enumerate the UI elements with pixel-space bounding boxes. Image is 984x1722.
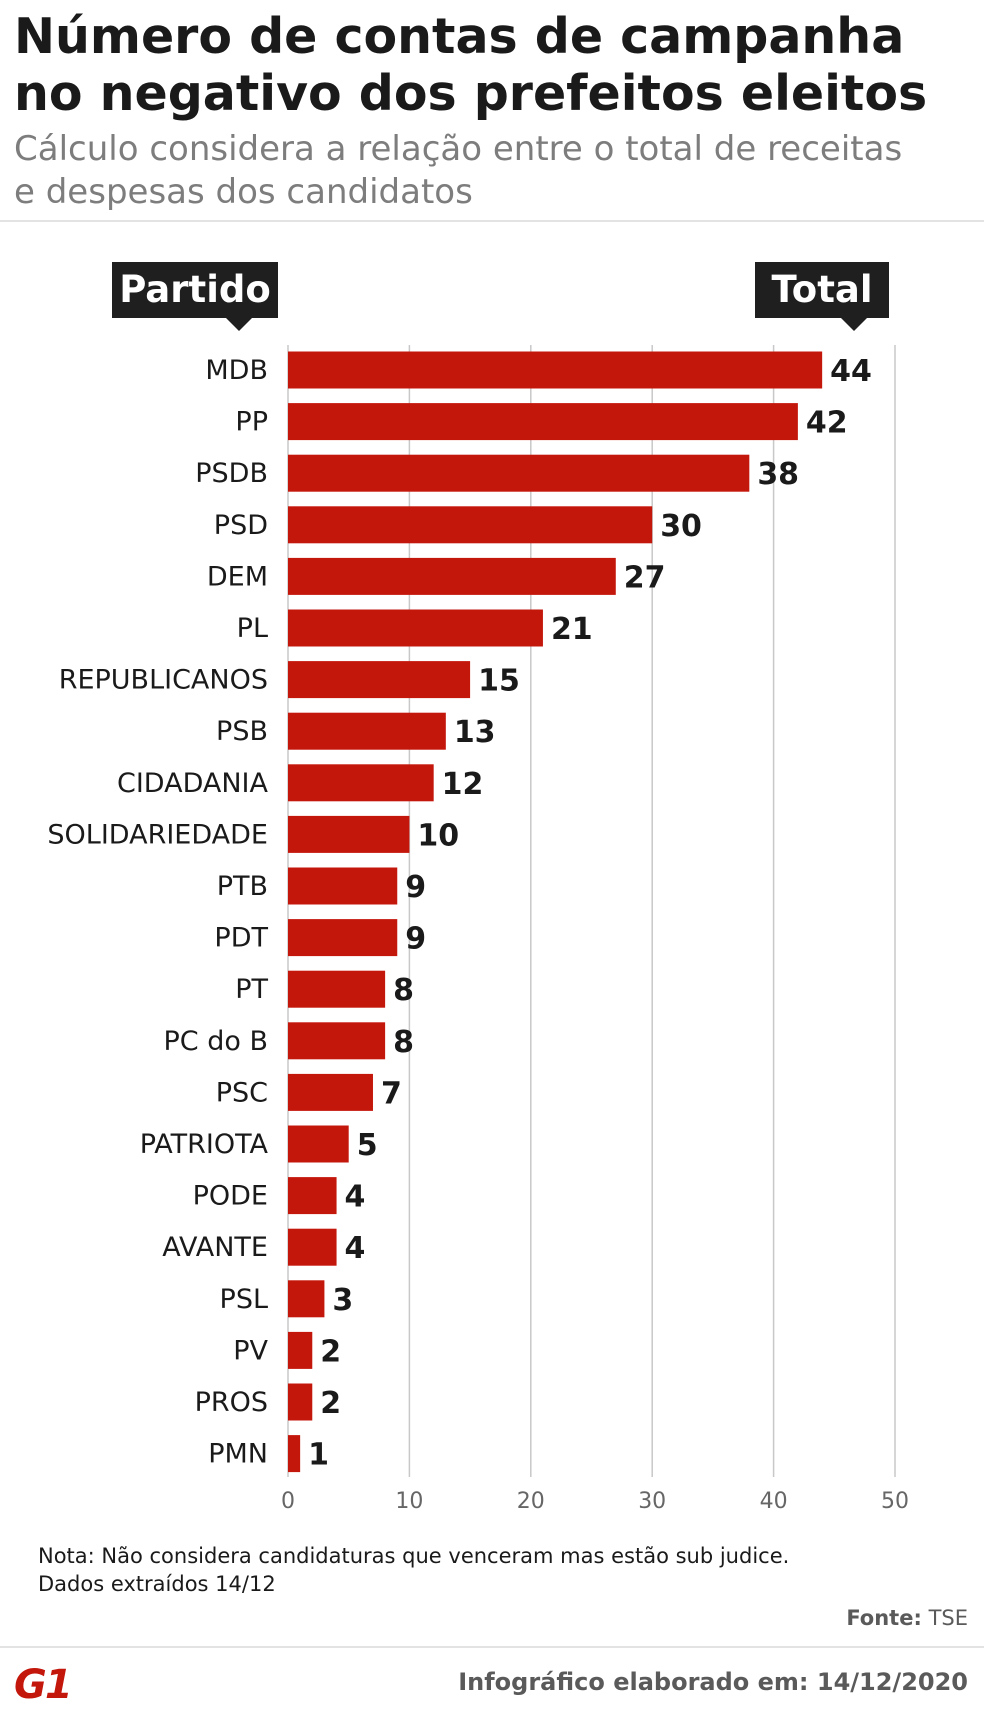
subtitle-line-2: e despesas dos candidatos [14,172,473,212]
value-label-pc-do-b: 8 [393,1025,414,1060]
value-label-psc: 7 [381,1076,402,1111]
category-label-psc: PSC [216,1077,268,1108]
value-label-pdt: 9 [405,922,426,957]
value-label-dem: 27 [624,560,666,595]
x-tick-label-50: 50 [881,1489,909,1514]
footnote-line-1: Nota: Não considera candidaturas que ven… [38,1544,790,1568]
chart-title: Número de contas de campanha no negativo… [14,8,974,122]
bar-psl [288,1280,325,1318]
infographic-date: Infográfico elaborado em: 14/12/2020 [458,1668,968,1696]
category-label-pl: PL [237,613,268,644]
x-tick-label-40: 40 [760,1489,788,1514]
bar-pv [288,1331,313,1369]
category-label-mdb: MDB [205,355,268,386]
bar-psc [288,1073,373,1111]
category-label-dem: DEM [207,561,268,592]
column-tag-total: Total [755,262,889,331]
value-label-patriota: 5 [357,1128,378,1163]
title-line-2: no negativo dos prefeitos eleitos [14,65,928,122]
value-label-pode: 4 [345,1180,366,1215]
source-label: Fonte: [846,1606,922,1630]
category-label-solidariedade: SOLIDARIEDADE [47,819,268,850]
category-label-pv: PV [233,1335,268,1366]
subtitle-line-1: Cálculo considera a relação entre o tota… [14,129,903,169]
column-tag-partido: Partido [112,262,278,331]
footnote: Nota: Não considera candidaturas que ven… [38,1542,789,1598]
g1-logo: G1 [14,1662,73,1708]
x-tick-label-20: 20 [517,1489,545,1514]
bar-pl [288,609,543,647]
title-line-1: Número de contas de campanha [14,8,905,65]
category-label-psl: PSL [220,1284,268,1315]
bar-solidariedade [288,815,410,853]
value-label-pv: 2 [320,1334,341,1369]
category-label-pode: PODE [193,1181,268,1212]
category-label-pmn: PMN [208,1439,268,1470]
value-label-mdb: 44 [830,354,872,389]
value-label-republicanos: 15 [478,664,520,699]
value-label-pl: 21 [551,612,593,647]
value-label-avante: 4 [345,1231,366,1266]
category-label-psd: PSD [214,510,268,541]
bar-psb [288,712,446,750]
x-tick-label-0: 0 [281,1489,295,1514]
value-label-pp: 42 [806,406,848,441]
footer-divider [0,1646,984,1648]
value-label-pros: 2 [320,1386,341,1421]
value-label-psd: 30 [660,509,702,544]
bar-dem [288,557,616,595]
value-label-psdb: 38 [757,457,799,492]
bar-psd [288,506,653,544]
bar-pp [288,403,798,441]
value-label-cidadania: 12 [442,767,484,802]
footnote-line-2: Dados extraídos 14/12 [38,1572,276,1596]
bar-mdb [288,351,823,389]
category-label-patriota: PATRIOTA [140,1129,269,1160]
bar-psdb [288,454,750,492]
category-label-pros: PROS [195,1387,268,1418]
bar-avante [288,1228,337,1266]
chart-subtitle: Cálculo considera a relação entre o tota… [14,128,974,214]
category-label-pdt: PDT [214,923,268,954]
bar-republicanos [288,661,471,699]
value-label-psb: 13 [454,715,496,750]
source-credit: Fonte: TSE [846,1606,968,1630]
category-label-pt: PT [235,974,268,1005]
category-label-republicanos: REPUBLICANOS [59,665,268,696]
bar-pc-do-b [288,1022,386,1060]
bar-pode [288,1177,337,1215]
x-tick-label-10: 10 [395,1489,423,1514]
bar-pt [288,970,386,1008]
header-divider [0,220,984,222]
category-label-avante: AVANTE [162,1232,268,1263]
x-tick-label-30: 30 [638,1489,666,1514]
bar-cidadania [288,764,434,802]
category-label-pc-do-b: PC do B [164,1026,268,1057]
value-label-ptb: 9 [405,870,426,905]
category-label-psdb: PSDB [195,458,268,489]
value-label-psl: 3 [332,1283,353,1318]
value-label-solidariedade: 10 [417,818,459,853]
category-label-psb: PSB [216,716,268,747]
bar-ptb [288,867,398,905]
value-label-pt: 8 [393,973,414,1008]
bar-pros [288,1383,313,1421]
bar-pdt [288,919,398,957]
category-label-cidadania: CIDADANIA [117,768,269,799]
source-value: TSE [928,1606,968,1630]
value-label-pmn: 1 [308,1438,329,1473]
category-label-pp: PP [235,407,268,438]
bar-pmn [288,1435,301,1473]
category-label-ptb: PTB [217,871,268,902]
bar-patriota [288,1125,349,1163]
